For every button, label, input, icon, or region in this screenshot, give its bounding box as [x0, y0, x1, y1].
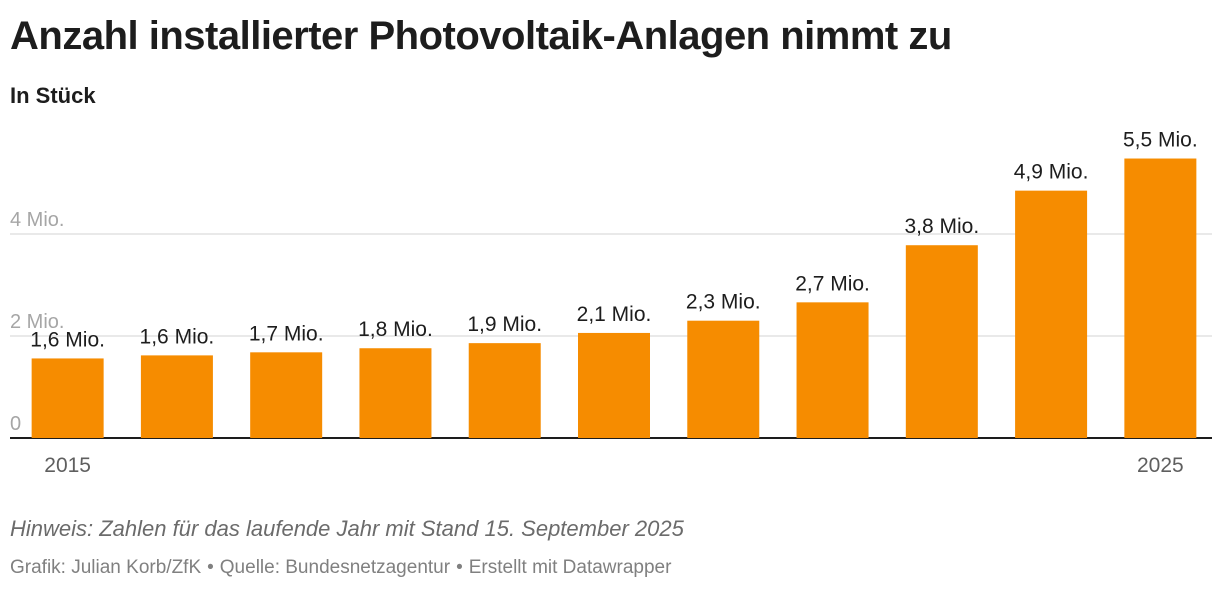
y-tick-label: 2 Mio. [10, 311, 64, 333]
bar-2025 [1124, 158, 1197, 438]
data-label: 2,1 Mio. [577, 303, 652, 326]
bar-2015 [31, 358, 104, 438]
chart-title: Anzahl installierter Photovoltaik-Anlage… [10, 14, 952, 58]
y-axis-ticks: 0 2 Mio. 4 Mio. [10, 209, 64, 435]
byline: Grafik: Julian Korb/ZfK • Quelle: Bundesne… [10, 554, 671, 582]
credit: Grafik: Julian Korb/ZfK [10, 557, 202, 578]
chart-subtitle: In Stück [10, 83, 96, 108]
bar-2017 [250, 352, 323, 438]
data-label: 4,9 Mio. [1014, 161, 1089, 184]
bar-2020 [578, 332, 650, 438]
y-tick-label: 4 Mio. [10, 209, 64, 231]
separator: • [456, 557, 463, 578]
bar-2016 [140, 355, 213, 438]
bar-2022 [796, 302, 869, 438]
data-label: 5,5 Mio. [1123, 129, 1198, 152]
source: Quelle: Bundesnetzagentur [219, 557, 451, 578]
chart-note: Hinweis: Zahlen für das laufende Jahr mi… [10, 516, 684, 541]
data-label: 3,8 Mio. [904, 215, 979, 238]
y-tick-label: 0 [10, 413, 21, 435]
data-labels: 1,6 Mio. 1,6 Mio. 1,7 Mio. 1,8 Mio. 1,9 Mio.… [30, 129, 1197, 352]
bar-2019 [468, 343, 541, 438]
data-label: 1,8 Mio. [358, 318, 433, 341]
data-label: 2,3 Mio. [686, 291, 761, 314]
data-label: 1,9 Mio. [467, 313, 542, 336]
separator: • [207, 557, 214, 578]
data-label: 1,7 Mio. [249, 322, 324, 345]
x-axis-ticks: 2015 2025 [44, 454, 1183, 477]
data-label: 1,6 Mio. [140, 325, 215, 348]
bar-chart: 02 Mio.4 Mio. 1,6 Mio. 1,6 Mio. 1,7 Mio. 1,… [10, 129, 1212, 477]
x-tick-label: 2015 [44, 454, 91, 477]
bar-2023 [905, 245, 978, 438]
bar-2021 [687, 320, 760, 438]
bar-2018 [359, 348, 432, 438]
x-tick-label: 2025 [1137, 454, 1184, 477]
bars [31, 158, 1197, 438]
data-label: 2,7 Mio. [795, 272, 870, 295]
bar-2024 [1015, 190, 1088, 438]
data-label: 1,6 Mio. [30, 328, 105, 351]
datawrapper-link[interactable]: Erstellt mit Datawrapper [468, 557, 672, 578]
